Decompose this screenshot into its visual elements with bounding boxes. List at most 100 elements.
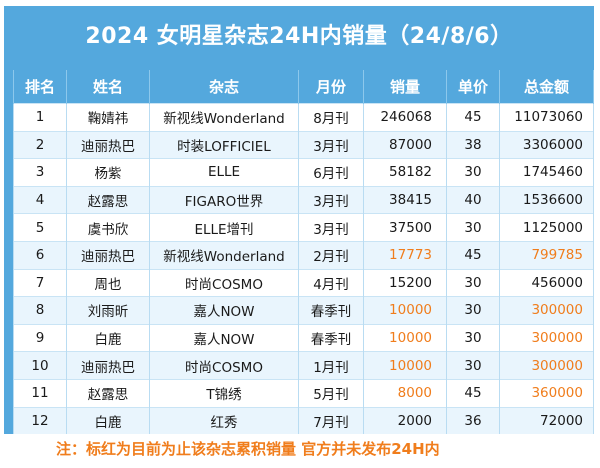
cell-total: 360000: [499, 378, 594, 408]
table-row: 10 迪丽热巴 时尚COSMO 1月刊 10000 30 300000: [13, 351, 594, 380]
cell-total: 3306000: [499, 130, 594, 159]
cell-price: 30: [446, 158, 500, 187]
cell-total: 300000: [499, 351, 594, 380]
cell-name: 刘雨昕: [66, 296, 150, 325]
cell-month: 3月刊: [298, 185, 364, 214]
column-header-price: 单价: [446, 70, 500, 104]
cell-rank: 1: [13, 103, 67, 132]
cell-month: 春季刊: [298, 296, 364, 325]
cell-sales: 58182: [363, 158, 447, 187]
column-header-name: 姓名: [66, 70, 150, 104]
cell-magazine: 嘉人NOW: [149, 296, 299, 325]
cell-name: 虞书欣: [66, 213, 150, 242]
cell-sales: 10000: [363, 296, 447, 325]
cell-magazine: 时尚COSMO: [149, 268, 299, 297]
cell-magazine: ELLE: [149, 158, 299, 187]
cell-price: 36: [446, 406, 500, 435]
cell-magazine: FIGARO世界: [149, 185, 299, 214]
table-row: 4 赵露思 FIGARO世界 3月刊 38415 40 1536600: [13, 185, 594, 214]
cell-total: 1125000: [499, 213, 594, 242]
cell-name: 赵露思: [66, 185, 150, 214]
cell-price: 30: [446, 213, 500, 242]
cell-rank: 5: [13, 213, 67, 242]
cell-rank: 8: [13, 296, 67, 325]
table-card: 2024 女明星杂志24H内销量（24/8/6） 排名 姓名 杂志 月份 销量 …: [4, 6, 594, 464]
table-row: 6 迪丽热巴 新视线Wonderland 2月刊 17773 45 799785: [13, 240, 594, 270]
cell-month: 8月刊: [298, 103, 364, 132]
table-row: 7 周也 时尚COSMO 4月刊 15200 30 456000: [13, 268, 594, 297]
table-row: 9 白鹿 嘉人NOW 春季刊 10000 30 300000: [13, 323, 594, 352]
cell-month: 4月刊: [298, 268, 364, 297]
cell-name: 白鹿: [66, 323, 150, 352]
column-header-month: 月份: [298, 70, 364, 104]
cell-price: 30: [446, 268, 500, 297]
column-header-magazine: 杂志: [149, 70, 299, 104]
cell-price: 30: [446, 323, 500, 352]
cell-rank: 6: [13, 240, 67, 270]
cell-sales: 246068: [363, 103, 447, 132]
cell-rank: 12: [13, 406, 67, 435]
cell-month: 2月刊: [298, 240, 364, 270]
cell-name: 杨紫: [66, 158, 150, 187]
table-header-row: 排名 姓名 杂志 月份 销量 单价 总金额: [13, 70, 594, 104]
cell-price: 30: [446, 351, 500, 380]
cell-magazine: 时尚COSMO: [149, 351, 299, 380]
cell-sales: 17773: [363, 240, 447, 270]
cell-magazine: 时装LOFFICIEL: [149, 130, 299, 159]
column-header-total: 总金额: [499, 70, 594, 104]
table-row: 3 杨紫 ELLE 6月刊 58182 30 1745460: [13, 158, 594, 187]
cell-magazine: T锦绣: [149, 378, 299, 408]
cell-magazine: ELLE增刊: [149, 213, 299, 242]
cell-magazine: 嘉人NOW: [149, 323, 299, 352]
cell-rank: 10: [13, 351, 67, 380]
table-row: 5 虞书欣 ELLE增刊 3月刊 37500 30 1125000: [13, 213, 594, 242]
column-header-sales: 销量: [363, 70, 447, 104]
cell-price: 45: [446, 103, 500, 132]
cell-sales: 8000: [363, 378, 447, 408]
cell-rank: 4: [13, 185, 67, 214]
cell-price: 45: [446, 240, 500, 270]
cell-rank: 7: [13, 268, 67, 297]
cell-name: 周也: [66, 268, 150, 297]
table-row: 2 迪丽热巴 时装LOFFICIEL 3月刊 87000 38 3306000: [13, 130, 594, 159]
cell-rank: 9: [13, 323, 67, 352]
cell-sales: 38415: [363, 185, 447, 214]
cell-month: 3月刊: [298, 213, 364, 242]
cell-month: 5月刊: [298, 378, 364, 408]
cell-month: 6月刊: [298, 158, 364, 187]
cell-rank: 11: [13, 378, 67, 408]
table-row: 11 赵露思 T锦绣 5月刊 8000 45 360000: [13, 378, 594, 408]
cell-sales: 2000: [363, 406, 447, 435]
cell-sales: 37500: [363, 213, 447, 242]
cell-sales: 15200: [363, 268, 447, 297]
cell-name: 迪丽热巴: [66, 240, 150, 270]
cell-rank: 3: [13, 158, 67, 187]
cell-sales: 10000: [363, 323, 447, 352]
cell-name: 白鹿: [66, 406, 150, 435]
cell-price: 45: [446, 378, 500, 408]
cell-total: 456000: [499, 268, 594, 297]
cell-name: 迪丽热巴: [66, 351, 150, 380]
cell-total: 1745460: [499, 158, 594, 187]
cell-sales: 10000: [363, 351, 447, 380]
cell-month: 3月刊: [298, 130, 364, 159]
cell-magazine: 红秀: [149, 406, 299, 435]
cell-total: 1536600: [499, 185, 594, 214]
sales-table: 排名 姓名 杂志 月份 销量 单价 总金额 1 鞠婧祎 新视线Wonderland 8…: [13, 70, 594, 435]
cell-total: 799785: [499, 240, 594, 270]
table-row: 8 刘雨昕 嘉人NOW 春季刊 10000 30 300000: [13, 296, 594, 325]
cell-month: 春季刊: [298, 323, 364, 352]
cell-price: 38: [446, 130, 500, 159]
cell-price: 40: [446, 185, 500, 214]
cell-price: 30: [446, 296, 500, 325]
cell-sales: 87000: [363, 130, 447, 159]
cell-total: 300000: [499, 323, 594, 352]
cell-magazine: 新视线Wonderland: [149, 240, 299, 270]
table-body: 1 鞠婧祎 新视线Wonderland 8月刊 246068 45 11073060 2 迪丽热…: [13, 103, 594, 435]
cell-month: 7月刊: [298, 406, 364, 435]
table-row: 1 鞠婧祎 新视线Wonderland 8月刊 246068 45 11073060: [13, 103, 594, 132]
cell-magazine: 新视线Wonderland: [149, 103, 299, 132]
page-title: 2024 女明星杂志24H内销量（24/8/6）: [85, 24, 513, 49]
cell-name: 鞠婧祎: [66, 103, 150, 132]
cell-rank: 2: [13, 130, 67, 159]
